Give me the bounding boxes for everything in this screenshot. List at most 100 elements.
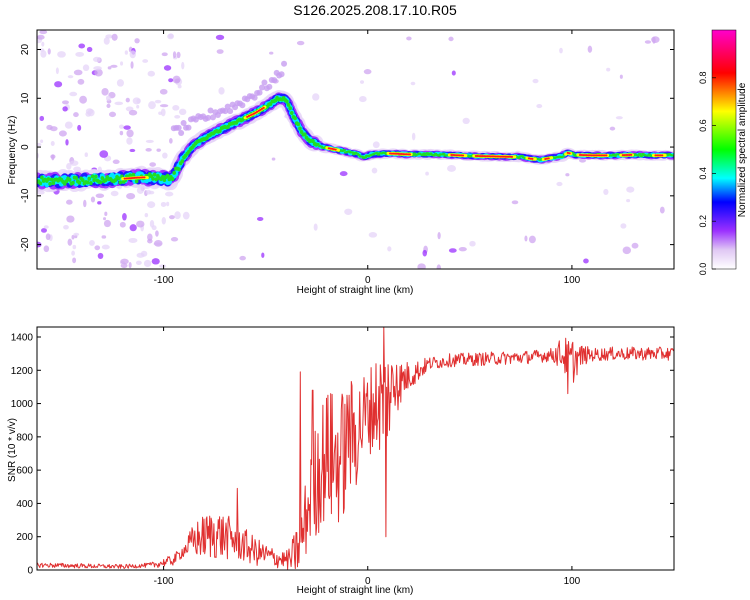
noise-point [159,104,169,108]
noise-point [583,258,589,264]
secondary-ridge-point [271,77,278,84]
noise-point [125,97,130,103]
noise-point [312,93,320,101]
snr-x-tick-label: -100 [154,576,174,587]
noise-point [114,101,124,106]
noise-point [105,95,111,101]
noise-point [339,171,348,177]
ridge-point [422,152,426,155]
noise-point [87,109,95,117]
secondary-ridge-point [261,79,268,86]
noise-point [101,88,109,96]
noise-point [536,104,543,109]
secondary-ridge-point [256,89,263,96]
noise-point [40,228,47,233]
colorbar-tick-label: 0.8 [698,72,708,85]
snr-x-ticks: -100 0 100 [154,327,581,587]
spectrogram-y-ticks: -20 -10 0 10 20 [20,44,674,252]
noise-point [532,78,539,84]
secondary-ridge-point [185,124,192,131]
noise-point [652,36,656,44]
peak-point [262,106,265,109]
noise-point [40,139,44,143]
colorbar-tick-label: 0.0 [698,263,708,276]
ridge-point [71,180,75,185]
secondary-ridge-point [222,108,229,115]
noise-point [160,201,167,207]
noise-point [136,220,145,228]
noise-point [448,248,457,253]
noise-point [43,225,49,229]
noise-point [129,148,136,153]
noise-point [77,124,82,131]
noise-point [67,75,74,79]
hot-point [513,155,517,159]
noise-point [387,246,392,252]
secondary-ridge-point [207,107,214,114]
noise-point [622,246,631,255]
noise-point [103,37,110,45]
peak-point [629,153,633,156]
noise-point [119,130,124,136]
colorbar-tick-label: 0.2 [698,215,708,228]
noise-point [620,223,627,229]
noise-point [47,48,51,55]
ridge-point [151,176,155,181]
ridge-point [80,178,85,183]
ridge-point [561,155,565,158]
noise-point [178,108,187,116]
noise-point [437,232,441,240]
noise-point [626,186,635,193]
noise-point [66,199,73,205]
ridge-point [293,116,297,121]
noise-point [122,213,127,221]
snr-y-tick-label: 0 [27,566,33,577]
ridge-point [134,179,139,184]
noise-point [528,235,536,244]
secondary-ridge-point [178,129,185,136]
noise-point [90,196,96,203]
ridge-point [290,111,294,116]
noise-point [368,232,378,238]
noise-point [136,186,144,194]
noise-point [160,108,166,117]
noise-point [103,219,111,228]
noise-point [411,132,416,141]
noise-point [425,171,429,176]
noise-point [66,163,72,170]
noise-point [136,104,140,109]
noise-point [162,152,168,159]
noise-point [161,52,168,57]
noise-point [436,264,442,269]
noise-point [58,130,67,137]
snr-y-tick-label: 1000 [11,399,34,410]
noise-point [609,126,616,131]
noise-point [344,208,353,215]
ridge-point [38,181,43,186]
noise-point [511,200,519,205]
secondary-ridge-point [180,120,187,127]
noise-point [169,138,173,144]
noise-point [363,69,372,75]
ridge-point [46,177,51,182]
noise-point [63,225,69,230]
ridge-point [356,153,361,156]
noise-point [99,150,109,158]
noise-point [39,115,45,122]
noise-point [174,78,180,83]
ridge-point [316,143,320,146]
noise-point [120,61,124,66]
ridge-point [154,177,159,182]
ridge-point [165,173,170,178]
noise-point [130,61,134,69]
ridge-point [520,154,524,158]
noise-point [147,238,153,244]
ridge-point [67,177,72,182]
noise-point [556,181,563,187]
ridge-point [87,176,92,181]
noise-point [109,111,117,118]
noise-point [65,139,69,146]
noise-point [296,40,305,46]
noise-point [147,201,156,209]
ridge-point [350,151,355,154]
